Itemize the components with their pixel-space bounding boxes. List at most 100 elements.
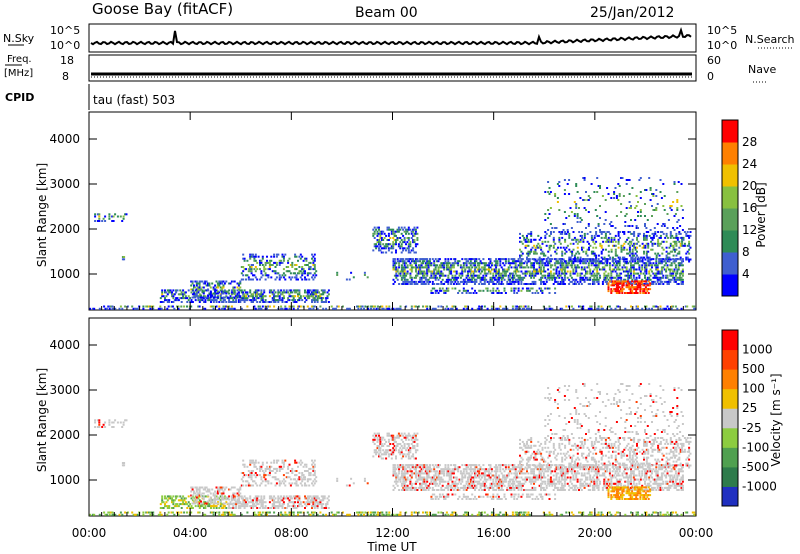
scatter-cell [626, 280, 629, 283]
scatter-cell [511, 280, 514, 283]
scatter-cell [131, 305, 134, 308]
scatter-cell [395, 270, 398, 273]
scatter-cell [433, 276, 436, 279]
scatter-cell [622, 280, 625, 283]
scatter-cell [499, 272, 502, 275]
scatter-cell [407, 243, 410, 246]
scatter-cell [544, 283, 547, 285]
scatter-cell [236, 501, 239, 504]
scatter-cell [378, 226, 380, 229]
scatter-cell [599, 229, 601, 231]
scatter-cell [250, 268, 253, 271]
scatter-cell [261, 463, 264, 466]
scatter-cell [630, 283, 632, 285]
scatter-cell [229, 507, 232, 509]
scatter-cell [246, 505, 249, 508]
scatter-cell [273, 297, 276, 300]
scatter-cell [263, 268, 266, 271]
scatter-cell [530, 262, 533, 265]
scatter-cell [630, 207, 632, 209]
scatter-cell [187, 295, 190, 298]
scatter-cell [576, 246, 579, 249]
scatter-cell [468, 258, 471, 261]
scatter-cell [409, 243, 412, 246]
scatter-cell [672, 272, 675, 275]
scatter-cell [193, 284, 195, 287]
scatter-cell [637, 232, 640, 235]
scatter-cell [568, 256, 571, 259]
scatter-cell [235, 299, 238, 302]
scatter-cell [497, 272, 500, 275]
scatter-cell [680, 513, 683, 516]
scatter-cell [481, 305, 483, 308]
scatter-cell [682, 236, 685, 239]
scatter-cell [166, 505, 169, 508]
scatter-cell [282, 495, 285, 498]
scatter-cell [489, 262, 492, 265]
scatter-cell [630, 258, 633, 261]
scatter-cell [197, 494, 200, 497]
scatter-cell [415, 260, 417, 263]
scatter-cell [651, 244, 654, 247]
scatter-cell [447, 283, 450, 285]
scatter-cell [457, 262, 460, 265]
scatter-cell [610, 225, 613, 227]
scatter-cell [545, 278, 548, 281]
scatter-cell [271, 293, 274, 296]
scatter-cell [393, 260, 396, 263]
scatter-cell [306, 293, 309, 296]
scatter-cell [392, 260, 395, 263]
scatter-cell [168, 289, 171, 292]
scatter-cell [277, 495, 280, 498]
scatter-cell [254, 499, 257, 502]
scatter-cell [554, 250, 557, 253]
scatter-cell [499, 258, 502, 261]
scatter-cell [285, 497, 288, 500]
scatter-cell [316, 297, 319, 300]
scatter-cell [606, 258, 609, 261]
scatter-cell [610, 292, 613, 294]
scatter-cell [284, 307, 287, 310]
scatter-cell [268, 295, 271, 298]
scatter-cell [380, 237, 383, 239]
scatter-cell [417, 260, 420, 263]
scatter-cell [280, 467, 283, 470]
scatter-cell [524, 260, 527, 263]
scatter-cell [201, 289, 204, 292]
scatter-cell [277, 295, 280, 298]
scatter-cell [261, 499, 264, 502]
scatter-cell [399, 272, 402, 275]
scatter-cell [594, 227, 597, 229]
scatter-cell [465, 262, 468, 265]
scatter-cell [672, 240, 675, 243]
scatter-cell [222, 292, 225, 295]
scatter-cell [682, 238, 685, 241]
scatter-cell [295, 484, 298, 487]
scatter-cell [403, 237, 406, 239]
scatter-cell [502, 268, 505, 271]
scatter-cell [586, 266, 589, 269]
scatter-cell [195, 288, 198, 291]
scatter-cell [270, 291, 273, 294]
scatter-cell [583, 262, 586, 265]
scatter-cell [313, 299, 316, 302]
scatter-cell [410, 249, 413, 252]
scatter-cell [304, 257, 306, 260]
scatter-cell [282, 478, 285, 481]
scatter-cell [629, 288, 632, 291]
scatter-cell [260, 276, 263, 279]
scatter-cell [298, 499, 301, 502]
scatter-cell [541, 260, 544, 263]
scatter-cell [426, 270, 429, 273]
scatter-cell [237, 288, 240, 291]
scatter-cell [278, 261, 281, 264]
scatter-cell [552, 268, 555, 271]
scatter-cell [622, 288, 625, 291]
scatter-cell [390, 232, 393, 235]
scatter-cell [635, 278, 638, 281]
scatter-cell [282, 276, 285, 279]
scatter-cell [285, 266, 288, 268]
scatter-cell [229, 307, 232, 310]
scatter-cell [416, 243, 419, 246]
